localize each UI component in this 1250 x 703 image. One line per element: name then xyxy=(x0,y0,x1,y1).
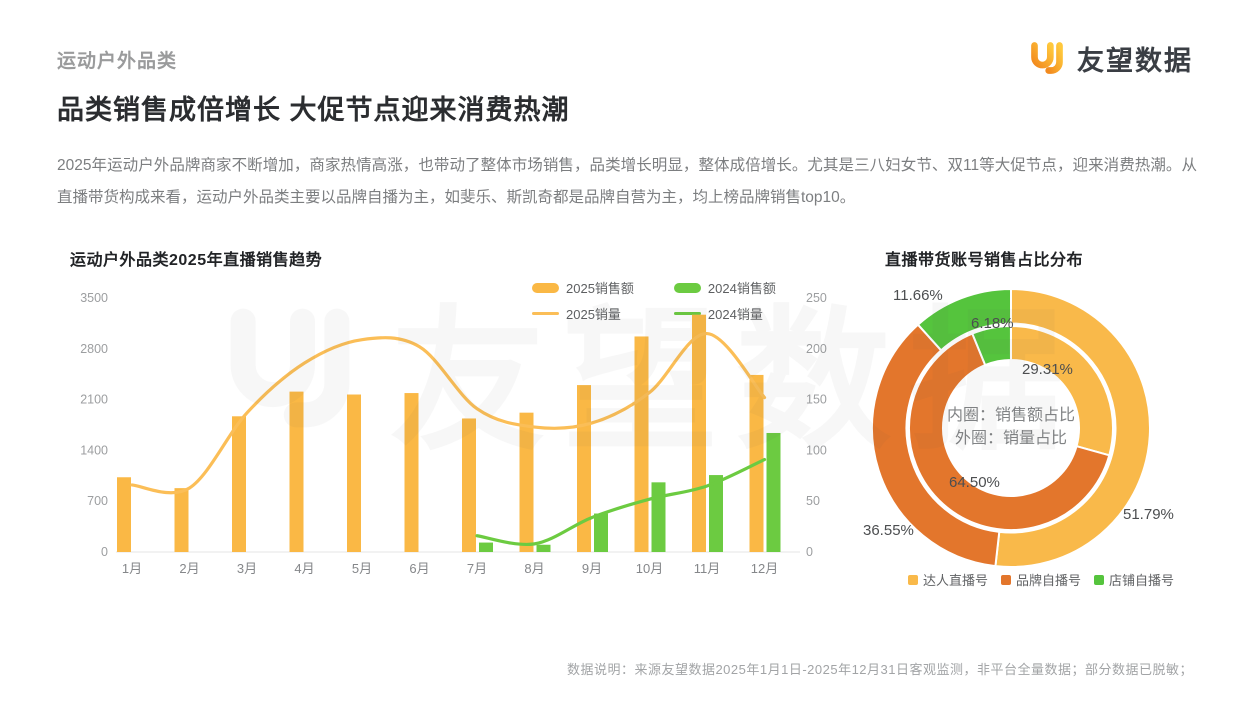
svg-text:1400: 1400 xyxy=(80,443,108,457)
svg-text:9月: 9月 xyxy=(582,561,602,576)
trend-chart: 0 700 1400 2100 2800 3500 0 50 100 150 200 250 1月 2月 3… xyxy=(80,291,827,576)
label-outer-talent: 51.79% xyxy=(1123,506,1174,523)
legend-item-2024-volume: 2024销量 xyxy=(673,304,776,323)
data-disclaimer: 数据说明：来源友望数据2025年1月1日-2025年12月31日客观监测，非平台… xyxy=(566,662,1193,677)
page-description: 2025年运动户外品牌商家不断增加，商家热情高涨，也带动了整体市场销售，品类增长… xyxy=(57,157,1197,206)
legend-item-2025-volume: 2025销量 xyxy=(532,304,634,323)
svg-text:2800: 2800 xyxy=(80,342,108,356)
legend-label: 2025销量 xyxy=(566,307,621,322)
svg-text:12月: 12月 xyxy=(751,561,778,576)
label-outer-shop: 11.66% xyxy=(893,287,943,304)
legend-label: 2025销售额 xyxy=(566,281,634,296)
label-inner-shop: 6.18% xyxy=(971,315,1014,332)
donut-center-line2: 外圈：销量占比 xyxy=(954,430,1067,447)
bar-swatch-green-icon xyxy=(673,282,701,293)
svg-text:2月: 2月 xyxy=(179,561,199,576)
trend-chart-panel: 运动户外品类2025年直播销售趋势 2025销售额 2024销售额 2025销量… xyxy=(60,240,850,625)
donut-chart-title: 直播带货账号销售占比分布 xyxy=(885,252,1084,269)
line-swatch-orange-icon xyxy=(532,311,559,316)
line-swatch-green-icon xyxy=(673,311,701,316)
legend-item-2024-sales: 2024销售额 xyxy=(673,278,776,297)
svg-text:700: 700 xyxy=(87,494,108,508)
svg-text:11月: 11月 xyxy=(694,561,721,576)
donut-chart xyxy=(871,288,1151,568)
legend-item-shop: 店铺自播号 xyxy=(1094,570,1174,589)
donut-chart-panel: 直播带货账号销售占比分布 11.66% 6.18% 29.31% 64.50% … xyxy=(855,240,1227,625)
svg-text:4月: 4月 xyxy=(294,561,314,576)
page-title: 品类销售成倍增长 大促节点迎来消费热潮 xyxy=(57,95,570,125)
svg-text:5月: 5月 xyxy=(352,561,372,576)
svg-text:0: 0 xyxy=(101,545,108,559)
square-swatch-green-icon xyxy=(1094,574,1104,585)
trend-chart-title: 运动户外品类2025年直播销售趋势 xyxy=(70,252,323,269)
legend-label: 2024销售额 xyxy=(707,281,776,296)
svg-text:100: 100 xyxy=(806,443,827,457)
svg-text:10月: 10月 xyxy=(636,561,663,576)
legend-label: 店铺自播号 xyxy=(1109,573,1175,588)
legend-label: 品牌自播号 xyxy=(1015,573,1081,588)
svg-text:3月: 3月 xyxy=(237,561,257,576)
svg-text:250: 250 xyxy=(806,291,827,305)
legend-label: 达人直播号 xyxy=(922,573,988,588)
square-swatch-orange-icon xyxy=(1000,574,1011,585)
brand-logo: 友望数据 xyxy=(1027,38,1193,78)
donut-center-line1: 内圈：销售额占比 xyxy=(946,407,1075,424)
svg-text:150: 150 xyxy=(806,393,827,407)
bar-swatch-orange-icon xyxy=(532,282,559,293)
svg-text:6月: 6月 xyxy=(409,561,429,576)
label-outer-brand: 36.55% xyxy=(863,522,914,539)
legend-item-2025-sales: 2025销售额 xyxy=(532,278,634,297)
brand-logo-text: 友望数据 xyxy=(1077,45,1193,76)
legend-item-brand: 品牌自播号 xyxy=(1000,570,1081,589)
category-kicker: 运动户外品类 xyxy=(57,51,178,72)
svg-text:0: 0 xyxy=(806,545,813,559)
svg-text:3500: 3500 xyxy=(80,291,108,305)
donut-legend: 达人直播号 品牌自播号 店铺自播号 xyxy=(855,570,1227,589)
svg-text:8月: 8月 xyxy=(524,561,544,576)
donut-center-note: 内圈：销售额占比 外圈：销量占比 xyxy=(921,404,1101,450)
svg-text:2100: 2100 xyxy=(80,393,108,407)
svg-text:200: 200 xyxy=(806,342,827,356)
brand-logo-icon xyxy=(1027,38,1067,78)
svg-text:50: 50 xyxy=(806,494,820,508)
legend-label: 2024销量 xyxy=(707,307,763,322)
label-inner-talent: 29.31% xyxy=(1022,361,1073,378)
square-swatch-yellow-icon xyxy=(907,574,918,585)
legend-item-talent: 达人直播号 xyxy=(907,570,988,589)
svg-text:7月: 7月 xyxy=(467,561,487,576)
svg-text:1月: 1月 xyxy=(122,561,142,576)
label-inner-brand: 64.50% xyxy=(949,474,1000,491)
trend-chart-legend: 2025销售额 2024销售额 2025销量 2024销量 xyxy=(532,278,776,323)
